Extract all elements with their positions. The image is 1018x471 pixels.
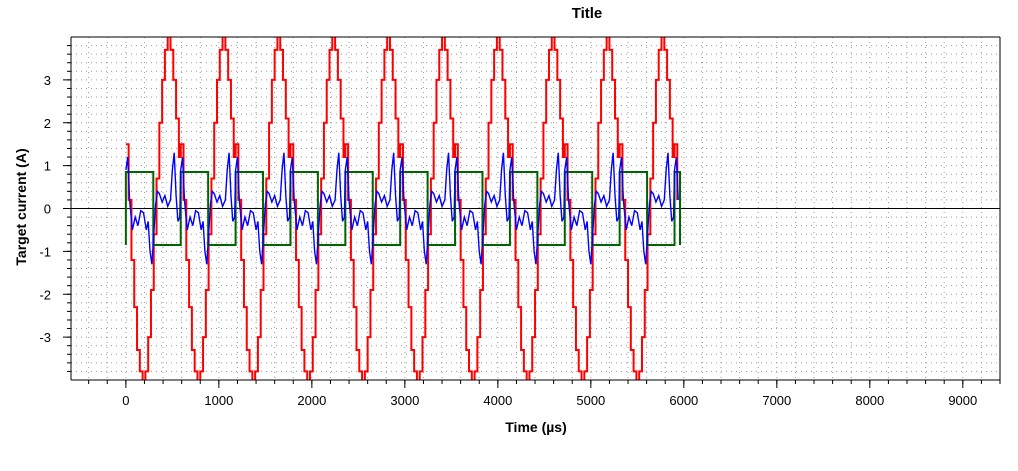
series-group — [124, 37, 682, 380]
y-tick-label: 1 — [44, 159, 51, 174]
x-tick-label: 5000 — [576, 393, 605, 408]
x-tick-label: 2000 — [297, 393, 326, 408]
x-tick-label: 6000 — [669, 393, 698, 408]
y-axis-label: Target current (A) — [13, 148, 29, 265]
series-line-0 — [125, 37, 679, 380]
y-tick-label: -3 — [39, 330, 51, 345]
x-axis-label: Time (µs) — [505, 419, 567, 435]
x-tick-label: 8000 — [855, 393, 884, 408]
x-tick-label: 3000 — [390, 393, 419, 408]
y-tick-label: 0 — [44, 202, 51, 217]
grid — [71, 37, 1000, 380]
ticks: 0 1000 2000 3000 4000 5000 6000 7000 8000 9000 -3 -… — [39, 45, 1001, 408]
x-tick-label: 4000 — [483, 393, 512, 408]
y-tick-label: -2 — [39, 287, 51, 302]
y-tick-label: 2 — [44, 116, 51, 131]
y-tick-label: -1 — [39, 244, 51, 259]
series-line-1 — [124, 171, 682, 246]
chart-title: Title — [572, 5, 603, 22]
series-line-2 — [125, 152, 679, 265]
x-tick-label: 9000 — [948, 393, 977, 408]
x-tick-label: 7000 — [762, 393, 791, 408]
y-tick-label: 3 — [44, 73, 51, 88]
x-tick-label: 0 — [122, 393, 129, 408]
x-tick-label: 1000 — [204, 393, 233, 408]
